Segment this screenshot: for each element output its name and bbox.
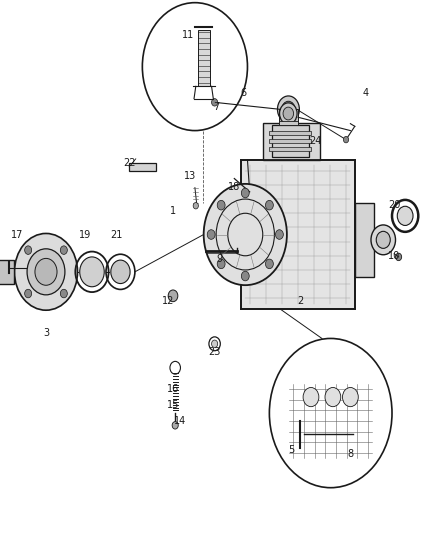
Circle shape (371, 225, 396, 255)
Text: 9: 9 (216, 254, 222, 263)
Circle shape (142, 3, 247, 131)
Circle shape (60, 289, 67, 298)
Circle shape (14, 233, 78, 310)
Circle shape (27, 249, 65, 295)
Circle shape (35, 259, 57, 285)
Circle shape (212, 99, 218, 106)
Text: 7: 7 (214, 102, 220, 111)
Text: 22: 22 (123, 158, 135, 167)
Circle shape (282, 101, 295, 117)
Text: 19: 19 (79, 230, 92, 239)
Circle shape (111, 260, 130, 284)
Text: 2: 2 (297, 296, 303, 306)
Bar (269, 131, 311, 135)
Circle shape (269, 338, 392, 488)
FancyBboxPatch shape (355, 203, 374, 277)
Bar (129, 163, 156, 171)
FancyBboxPatch shape (279, 121, 298, 125)
Circle shape (343, 387, 358, 407)
Text: 12: 12 (162, 296, 175, 306)
Bar (198, 30, 210, 86)
Text: 21: 21 (110, 230, 122, 239)
Circle shape (303, 387, 319, 407)
Text: 16: 16 (167, 384, 179, 394)
Circle shape (60, 246, 67, 254)
FancyBboxPatch shape (263, 123, 320, 160)
Circle shape (279, 103, 297, 124)
Circle shape (241, 271, 249, 281)
Circle shape (343, 136, 349, 143)
Circle shape (217, 259, 225, 269)
Text: 23: 23 (208, 347, 221, 357)
Bar (269, 147, 311, 151)
Text: 10: 10 (388, 251, 400, 261)
Circle shape (172, 422, 178, 429)
Circle shape (80, 257, 104, 287)
Text: 13: 13 (184, 171, 197, 181)
Text: 1: 1 (170, 206, 176, 215)
Bar (0, 260, 14, 284)
Circle shape (325, 387, 341, 407)
Circle shape (217, 200, 225, 210)
Text: 20: 20 (388, 200, 400, 210)
Text: 4: 4 (363, 88, 369, 98)
Text: 24: 24 (309, 136, 321, 146)
Text: 15: 15 (167, 400, 179, 410)
Text: 8: 8 (347, 449, 353, 459)
Circle shape (376, 231, 390, 248)
Text: 17: 17 (11, 230, 23, 239)
Circle shape (212, 340, 218, 348)
Bar (269, 139, 311, 143)
Circle shape (396, 253, 402, 261)
Text: 14: 14 (173, 416, 186, 426)
Circle shape (193, 203, 198, 209)
Text: 18: 18 (228, 182, 240, 191)
Circle shape (168, 290, 178, 302)
Circle shape (278, 96, 300, 123)
Circle shape (265, 259, 273, 269)
Text: 5: 5 (288, 446, 294, 455)
FancyBboxPatch shape (241, 160, 355, 309)
Circle shape (25, 246, 32, 254)
Circle shape (241, 188, 249, 198)
Text: 11: 11 (182, 30, 194, 39)
FancyBboxPatch shape (279, 109, 298, 125)
Circle shape (283, 107, 293, 120)
Text: 3: 3 (43, 328, 49, 338)
Text: 6: 6 (240, 88, 246, 98)
Circle shape (397, 206, 413, 225)
Circle shape (276, 230, 283, 239)
Circle shape (207, 230, 215, 239)
Circle shape (265, 200, 273, 210)
FancyBboxPatch shape (272, 125, 309, 157)
Circle shape (204, 184, 287, 285)
Circle shape (25, 289, 32, 298)
